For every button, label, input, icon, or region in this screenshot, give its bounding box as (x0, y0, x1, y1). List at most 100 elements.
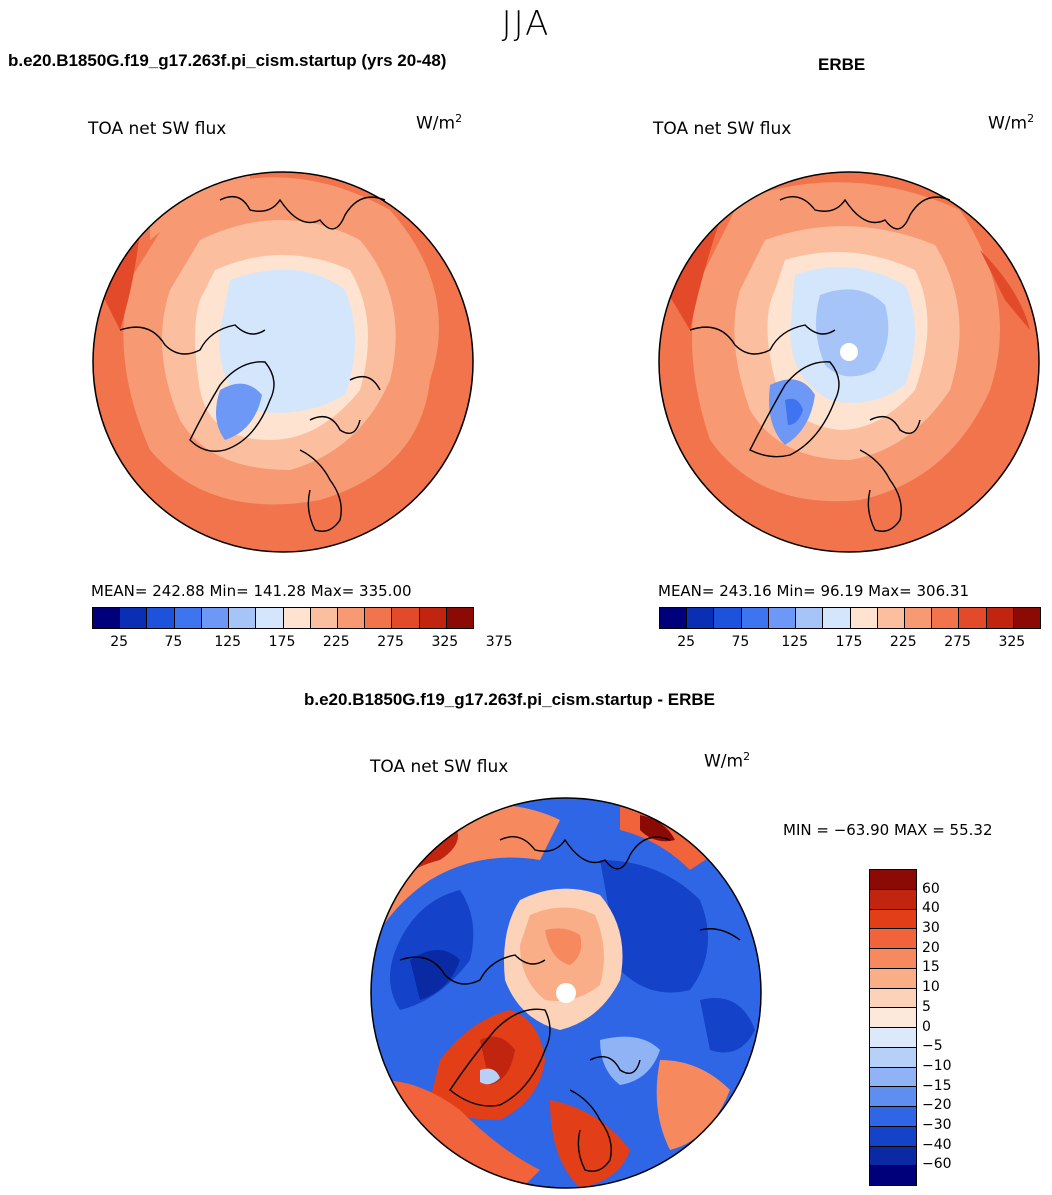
colorbar-swatch (870, 949, 916, 969)
colorbar-swatch (768, 608, 797, 628)
colorbar-tick-label: 125 (214, 634, 242, 650)
colorbar-swatch (796, 608, 824, 628)
colorbar-swatch (850, 608, 878, 628)
colorbar-swatch (229, 608, 257, 628)
colorbar-swatch (870, 1067, 916, 1088)
colorbar-tick-label: −20 (922, 1097, 952, 1114)
map-3-boundary (370, 797, 762, 1189)
colorbar-swatch (174, 608, 202, 628)
colorbar-tick-label: 5 (922, 998, 931, 1015)
colorbar-swatch (365, 608, 393, 628)
colorbar-swatch (201, 608, 230, 628)
colorbar-swatch (870, 909, 916, 930)
panel-3-units: W/m2 (704, 750, 751, 772)
colorbar-swatch (93, 608, 121, 628)
season-title: JJA (501, 4, 551, 44)
panel-1-colorbar-ticks: 25 75 125 175 225 275 325 375 (92, 634, 512, 654)
colorbar-tick-label: 325 (998, 634, 1026, 650)
colorbar-tick-label: 375 (485, 634, 513, 650)
colorbar-swatch (419, 608, 447, 628)
colorbar-swatch (870, 1126, 916, 1147)
colorbar-swatch (870, 1166, 916, 1185)
colorbar-swatch (870, 1107, 916, 1127)
panel-3-field-label: TOA net SW flux (370, 757, 509, 777)
colorbar-tick-label: 125 (781, 634, 809, 650)
map-1 (93, 172, 473, 552)
colorbar-swatch (870, 870, 916, 890)
colorbar-swatch (392, 608, 420, 628)
colorbar-swatch (877, 608, 905, 628)
colorbar-swatch (687, 608, 715, 628)
colorbar-tick-label: 175 (268, 634, 296, 650)
colorbar-swatch (310, 608, 338, 628)
colorbar-swatch (256, 608, 284, 628)
colorbar-tick-label: −10 (922, 1057, 952, 1074)
panel-3-case-title: b.e20.B1850G.f19_g17.263f.pi_cism.startu… (304, 690, 716, 709)
colorbar-swatch (823, 608, 851, 628)
panel-3-colorbar (869, 869, 917, 1186)
colorbar-tick-label: 225 (322, 634, 350, 650)
colorbar-swatch (120, 608, 148, 628)
colorbar-tick-label: −40 (922, 1136, 952, 1153)
panel-1-units: W/m2 (416, 112, 463, 134)
colorbar-swatch (870, 1087, 916, 1107)
colorbar-swatch (714, 608, 742, 628)
colorbar-tick-label: 0 (922, 1018, 931, 1035)
panel-1-stats: MEAN= 242.88 Min= 141.28 Max= 335.00 (91, 582, 412, 600)
colorbar-swatch (660, 608, 688, 628)
colorbar-swatch (870, 1028, 916, 1048)
panel-2-case-title: ERBE (818, 55, 866, 74)
colorbar-tick-label: 225 (889, 634, 917, 650)
colorbar-swatch (147, 608, 175, 628)
panel-1-case-title: b.e20.B1850G.f19_g17.263f.pi_cism.startu… (8, 51, 447, 70)
colorbar-tick-label: −30 (922, 1116, 952, 1133)
panel-1-field-label: TOA net SW flux (88, 119, 227, 139)
colorbar-swatch (959, 608, 987, 628)
colorbar-tick-label: 25 (677, 634, 696, 650)
panel-2-colorbar (659, 607, 1041, 629)
colorbar-tick-label: 15 (922, 959, 940, 976)
map-2-coastlines (689, 196, 951, 532)
colorbar-swatch (870, 1047, 916, 1068)
colorbar-swatch (870, 889, 916, 910)
colorbar-swatch (283, 608, 311, 628)
colorbar-tick-label: 75 (164, 634, 183, 650)
panel-2-stats: MEAN= 243.16 Min= 96.19 Max= 306.31 (658, 582, 969, 600)
colorbar-swatch (870, 929, 916, 949)
map-3-coastlines (399, 836, 741, 1172)
colorbar-swatch (741, 608, 769, 628)
colorbar-tick-label: 25 (110, 634, 129, 650)
colorbar-swatch (932, 608, 960, 628)
colorbar-swatch (870, 1008, 916, 1028)
colorbar-swatch (870, 988, 916, 1009)
map-1-coastlines (119, 196, 386, 532)
colorbar-swatch (337, 608, 366, 628)
colorbar-swatch (870, 968, 916, 989)
colorbar-tick-label: −5 (922, 1038, 943, 1055)
colorbar-tick-label: 10 (922, 979, 940, 996)
map-1-boundary (92, 171, 474, 553)
panel-3-stats: MIN = −63.90 MAX = 55.32 (783, 821, 993, 839)
map-2 (659, 172, 1039, 552)
map-2-boundary (658, 171, 1040, 553)
panel-3-colorbar-ticks: 60 40 30 20 15 10 5 0 −5 −10 −15 −20 −30 −40 −60 (922, 869, 982, 1184)
map-2-pole-missing (840, 343, 858, 361)
colorbar-tick-label: 40 (922, 900, 940, 917)
colorbar-swatch (1013, 608, 1041, 628)
colorbar-tick-label: 75 (731, 634, 750, 650)
colorbar-tick-label: −60 (922, 1156, 952, 1173)
panel-1-colorbar (92, 607, 474, 629)
colorbar-tick-label: 175 (835, 634, 863, 650)
colorbar-tick-label: 60 (922, 880, 940, 897)
panel-2-field-label: TOA net SW flux (653, 119, 792, 139)
colorbar-swatch (986, 608, 1014, 628)
colorbar-swatch (904, 608, 933, 628)
panel-2-units: W/m2 (988, 112, 1035, 134)
colorbar-swatch (446, 608, 474, 628)
colorbar-tick-label: 275 (944, 634, 971, 650)
colorbar-tick-label: 30 (922, 920, 940, 937)
map-3-pole-missing (556, 983, 576, 1003)
colorbar-tick-label: 325 (431, 634, 459, 650)
